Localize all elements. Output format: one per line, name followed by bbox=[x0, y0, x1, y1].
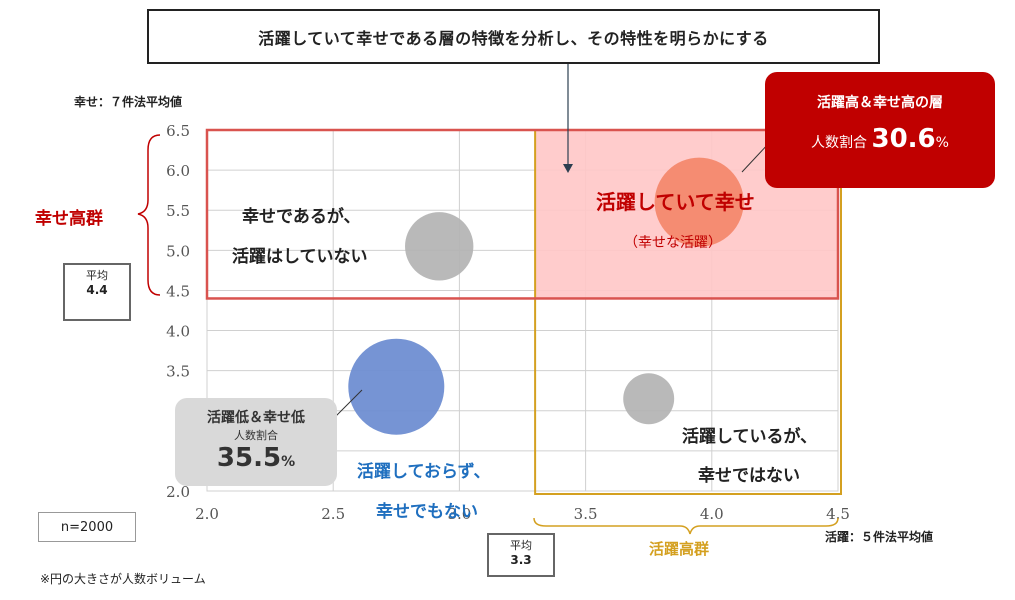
y-tick-label: 5.0 bbox=[166, 242, 190, 260]
y-tick-label: 6.5 bbox=[166, 122, 190, 140]
x-tick-label: 3.0 bbox=[447, 505, 471, 523]
y-average-title: 平均 bbox=[86, 269, 108, 282]
callout-high-unit: % bbox=[935, 135, 949, 151]
chart-title: 活躍していて幸せである層の特徴を分析し、その特性を明らかにする bbox=[147, 9, 880, 64]
x-average-box: 平均 3.3 bbox=[487, 533, 555, 577]
y-tick-label: 4.5 bbox=[166, 282, 190, 300]
y-tick-label: 6.0 bbox=[166, 162, 190, 180]
x-tick-label: 3.5 bbox=[574, 505, 598, 523]
x-group-brace bbox=[533, 517, 839, 535]
callout-high-sub: 人数割合 bbox=[811, 135, 868, 151]
bubble bbox=[623, 373, 675, 425]
quadrant-bottom-right-line2: 幸せではない bbox=[698, 466, 800, 486]
quadrant-top-left-line1: 幸せであるが、 bbox=[242, 207, 361, 227]
quadrant-bottom-right-line1: 活躍しているが、 bbox=[682, 427, 818, 447]
x-average-value: 3.3 bbox=[510, 553, 532, 567]
quadrant-bottom-left-line1: 活躍しておらず、 bbox=[357, 462, 491, 482]
callout-high-group: 活躍高＆幸せ高の層 人数割合 30.6% bbox=[765, 72, 995, 188]
y-average-value: 4.4 bbox=[86, 283, 108, 297]
y-group-brace bbox=[137, 134, 161, 296]
quadrant-top-right-line1: 活躍していて幸せ bbox=[596, 190, 755, 214]
sample-size: n=2000 bbox=[38, 512, 136, 542]
callout-low-sub: 人数割合 bbox=[234, 429, 278, 442]
callout-high-value: 30.6 bbox=[871, 124, 936, 154]
callout-low-value: 35.5 bbox=[216, 443, 282, 473]
bubble bbox=[348, 338, 445, 435]
title-arrow-head bbox=[563, 164, 573, 173]
y-group-label: 幸せ高群 bbox=[35, 209, 103, 229]
callout-high-title: 活躍高＆幸せ高の層 bbox=[817, 95, 943, 111]
y-tick-label: 4.0 bbox=[166, 323, 190, 341]
y-axis-label: 幸せ：７件法平均値 bbox=[74, 95, 183, 109]
y-average-box: 平均 4.4 bbox=[63, 263, 131, 321]
bubbles bbox=[348, 157, 744, 435]
footnote: ※円の大きさが人数ボリューム bbox=[40, 572, 206, 586]
x-group-label: 活躍高群 bbox=[649, 540, 710, 558]
x-average-title: 平均 bbox=[510, 539, 532, 552]
y-tick-label: 3.5 bbox=[166, 363, 190, 381]
x-tick-label: 4.0 bbox=[700, 505, 724, 523]
x-axis-label: 活躍：５件法平均値 bbox=[825, 530, 934, 544]
callout-low-title: 活躍低＆幸せ低 bbox=[207, 410, 305, 426]
y-tick-label: 2.0 bbox=[166, 483, 190, 501]
quadrant-top-right-line2: （幸せな活躍） bbox=[624, 235, 722, 251]
x-tick-label: 2.5 bbox=[321, 505, 345, 523]
callout-low-unit: % bbox=[281, 454, 296, 470]
quadrant-top-left-line2: 活躍はしていない bbox=[232, 247, 368, 267]
bubble bbox=[405, 212, 474, 281]
x-tick-label: 4.5 bbox=[826, 505, 850, 523]
quadrant-bottom-left-line2: 幸せでもない bbox=[376, 502, 478, 522]
callout-low-group: 活躍低＆幸せ低 人数割合 35.5% bbox=[175, 398, 337, 486]
x-tick-label: 2.0 bbox=[195, 505, 219, 523]
happy-group-frame bbox=[205, 128, 840, 300]
bubble bbox=[654, 157, 744, 247]
y-tick-label: 5.5 bbox=[166, 202, 190, 220]
